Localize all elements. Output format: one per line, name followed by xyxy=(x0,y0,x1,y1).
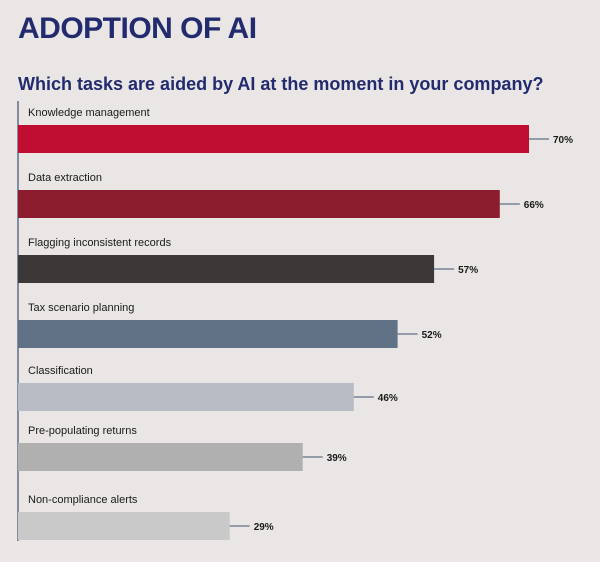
category-label: Data extraction xyxy=(28,172,102,184)
bar xyxy=(18,125,529,153)
value-label: 70% xyxy=(553,135,573,146)
value-label: 46% xyxy=(378,393,398,404)
category-label: Knowledge management xyxy=(28,107,150,119)
bar xyxy=(18,190,500,218)
value-label: 66% xyxy=(524,200,544,211)
value-label: 29% xyxy=(254,522,274,533)
bar xyxy=(18,255,435,283)
page-title: ADOPTION OF AI xyxy=(18,12,257,45)
category-label: Pre-populating returns xyxy=(28,425,137,437)
value-label: 39% xyxy=(327,453,347,464)
bar xyxy=(18,320,398,348)
bar xyxy=(18,443,303,471)
value-label: 57% xyxy=(458,265,478,276)
category-label: Tax scenario planning xyxy=(28,302,134,314)
bar xyxy=(18,383,354,411)
bar xyxy=(18,512,230,540)
category-label: Classification xyxy=(28,365,93,377)
value-label: 52% xyxy=(422,330,442,341)
category-label: Flagging inconsistent records xyxy=(28,237,172,249)
chart-subtitle: Which tasks are aided by AI at the momen… xyxy=(18,74,544,94)
category-label: Non-compliance alerts xyxy=(28,494,138,506)
